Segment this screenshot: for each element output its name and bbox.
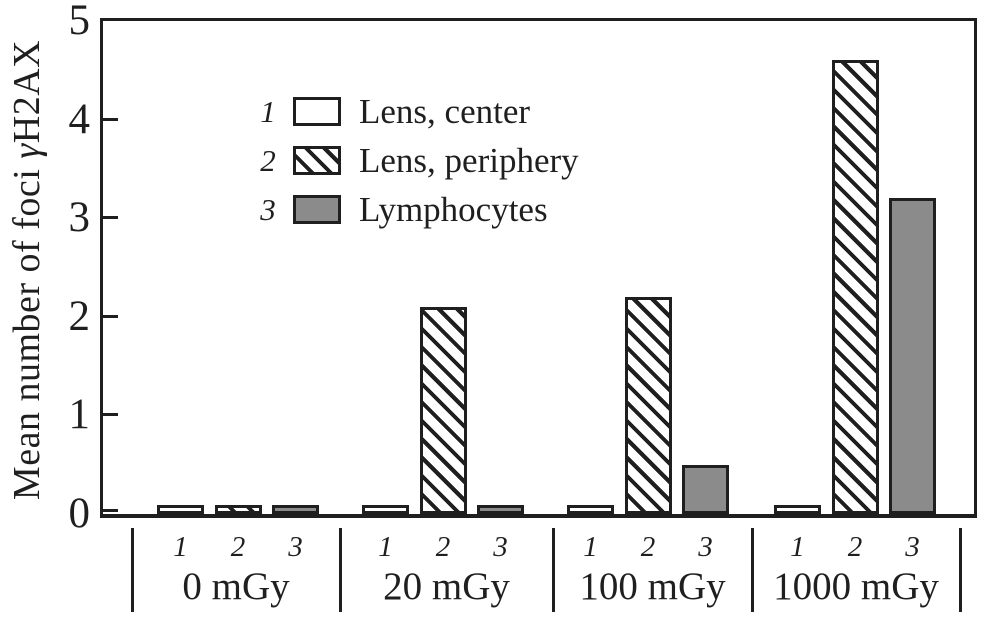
bar-series1-100-mgy xyxy=(567,505,614,514)
legend-label: Lens, center xyxy=(359,91,531,131)
bar-index-label-1: 1 xyxy=(378,531,393,563)
bar-series3-1000-mgy xyxy=(889,198,936,514)
y-tick-label-3: 3 xyxy=(68,194,91,242)
legend-item-lens-periphery: 2 Lens, periphery xyxy=(251,136,579,185)
bar-index-label-1: 1 xyxy=(173,531,188,563)
group-separator-2 xyxy=(552,528,555,612)
bar-series2-1000-mgy xyxy=(832,60,879,514)
bar-index-label-3: 3 xyxy=(698,531,713,563)
group-label-1000-mgy: 1000 mGy xyxy=(773,565,939,608)
y-tick-label-4: 4 xyxy=(68,95,91,143)
y-tick-label-5: 5 xyxy=(68,0,91,44)
y-tick-label-2: 2 xyxy=(68,292,91,340)
legend: 1 Lens, center 2 Lens, periphery 3 Lymph… xyxy=(251,87,579,234)
bar-series1-20-mgy xyxy=(362,505,409,514)
bar-index-label-2: 2 xyxy=(847,531,863,563)
y-tick-3 xyxy=(103,216,118,219)
bar-index-label-3: 3 xyxy=(905,531,920,563)
group-separator-3 xyxy=(751,528,754,612)
bar-series2-20-mgy xyxy=(420,307,467,514)
legend-item-lens-center: 1 Lens, center xyxy=(251,87,579,136)
y-tick-1 xyxy=(103,413,118,416)
bar-series1-0-mgy xyxy=(157,505,204,514)
y-tick-4 xyxy=(103,118,118,121)
group-separator-4 xyxy=(959,528,962,612)
plot-area: 1 Lens, center 2 Lens, periphery 3 Lymph… xyxy=(100,18,977,518)
legend-item-lymphocytes: 3 Lymphocytes xyxy=(251,185,579,234)
group-label-100-mgy: 100 mGy xyxy=(579,565,726,608)
legend-swatch-gray xyxy=(293,195,341,224)
group-label-20-mgy: 20 mGy xyxy=(383,565,510,608)
group-label-0-mgy: 0 mGy xyxy=(182,565,290,608)
group-separator-0 xyxy=(131,528,134,612)
bar-index-label-3: 3 xyxy=(288,531,303,563)
legend-label: Lymphocytes xyxy=(359,189,548,229)
y-tick-0 xyxy=(103,509,118,512)
legend-series-number: 2 xyxy=(260,142,276,178)
y-tick-label-0: 0 xyxy=(68,490,91,537)
y-tick-2 xyxy=(103,315,118,318)
bar-index-label-1: 1 xyxy=(790,531,805,563)
legend-swatch-white xyxy=(293,97,341,126)
legend-series-number: 3 xyxy=(260,191,276,227)
bar-series3-0-mgy xyxy=(272,505,319,514)
bar-index-label-1: 1 xyxy=(583,531,598,563)
legend-swatch-hatched xyxy=(293,146,341,175)
bar-series2-0-mgy xyxy=(215,505,262,514)
bar-index-label-2: 2 xyxy=(640,531,656,563)
bar-index-label-2: 2 xyxy=(230,531,246,563)
bar-series1-1000-mgy xyxy=(774,505,821,514)
gamma-symbol: γ xyxy=(6,143,48,159)
bar-series3-20-mgy xyxy=(477,505,524,514)
y-tick-label-1: 1 xyxy=(68,391,91,439)
legend-label: Lens, periphery xyxy=(359,140,579,180)
legend-series-number: 1 xyxy=(260,93,276,129)
bar-index-label-3: 3 xyxy=(493,531,508,563)
bar-series2-100-mgy xyxy=(625,297,672,514)
group-separator-1 xyxy=(339,528,342,612)
bar-series3-100-mgy xyxy=(682,465,729,514)
bar-index-label-2: 2 xyxy=(435,531,451,563)
